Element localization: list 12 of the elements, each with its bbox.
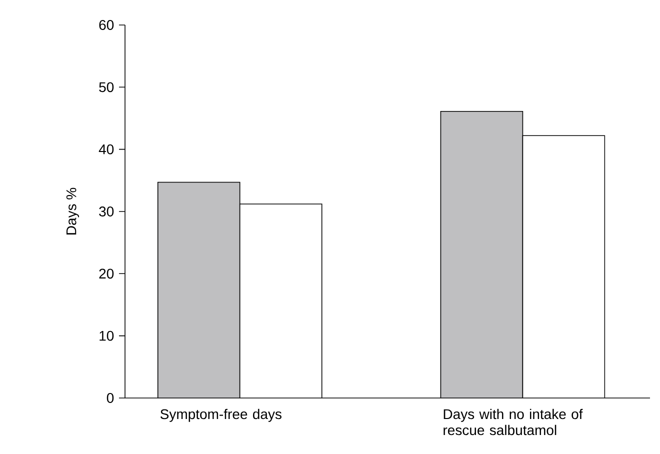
- y-tick-label: 50: [99, 82, 114, 92]
- y-tick-label: 30: [99, 206, 114, 216]
- y-tick-label: 10: [100, 330, 114, 341]
- y-tick-label: 40: [98, 144, 114, 154]
- x-tick-label: Symptom-free days: [160, 408, 282, 422]
- y-tick-label: 20: [99, 268, 114, 279]
- x-tick-label: Days with no intake of rescue salbutamol: [444, 408, 583, 436]
- bar: [440, 111, 524, 398]
- y-tick-label: 60: [99, 20, 114, 30]
- y-tick-label: 0: [106, 393, 114, 403]
- bar: [522, 135, 606, 398]
- y-axis-title: Days %: [66, 188, 80, 234]
